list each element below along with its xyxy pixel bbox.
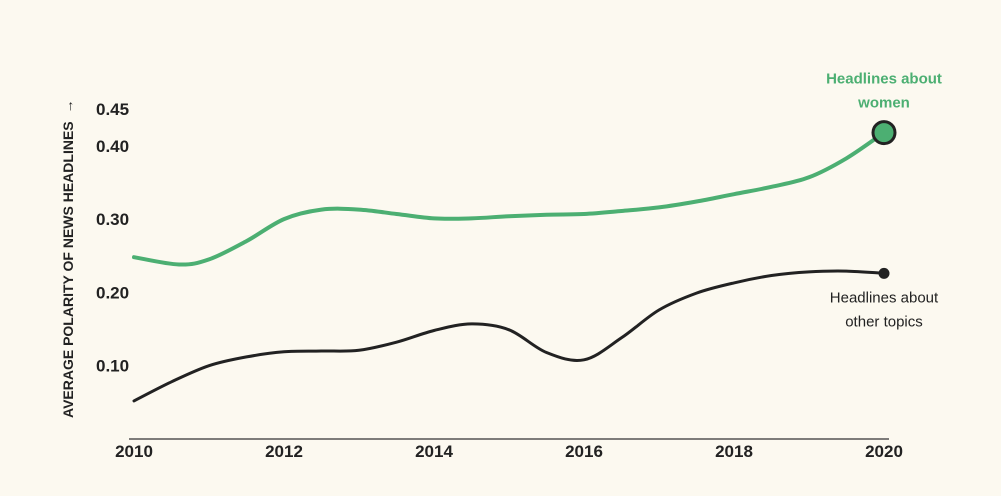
endpoint-marker-other-topics (878, 267, 890, 279)
series-label-line: Headlines about (830, 289, 939, 306)
series-layer (132, 120, 897, 403)
y-tick-label: 0.30 (96, 210, 129, 229)
y-tick-label: 0.20 (96, 283, 129, 302)
series-line-other-topics (132, 269, 886, 403)
y-axis: 0.45 0.40 0.30 0.20 0.10 (96, 100, 129, 376)
endpoint-marker-women (871, 120, 897, 146)
x-tick-label: 2014 (415, 442, 453, 461)
x-axis: 2010 2012 2014 2016 2018 2020 (115, 442, 903, 461)
series-label-line: women (857, 95, 910, 112)
y-tick-label: 0.10 (96, 357, 129, 376)
series-labels: Headlines about women Headlines about other… (826, 71, 942, 331)
y-axis-title: AVERAGE POLARITY OF NEWS HEADLINES → (60, 99, 76, 418)
x-tick-label: 2020 (865, 442, 903, 461)
x-tick-label: 2010 (115, 442, 153, 461)
series-label-line: other topics (845, 313, 923, 330)
series-label-other-topics: Headlines about other topics (830, 289, 939, 330)
series-label-women: Headlines about women (826, 71, 942, 112)
y-tick-label: 0.45 (96, 100, 129, 119)
x-tick-label: 2016 (565, 442, 603, 461)
x-tick-label: 2012 (265, 442, 303, 461)
series-label-line: Headlines about (826, 71, 942, 88)
series-line-women (132, 130, 886, 267)
y-axis-title-arrow: → (60, 99, 76, 113)
x-tick-label: 2018 (715, 442, 753, 461)
y-axis-title-text: AVERAGE POLARITY OF NEWS HEADLINES (60, 121, 76, 418)
y-tick-label: 0.40 (96, 137, 129, 156)
